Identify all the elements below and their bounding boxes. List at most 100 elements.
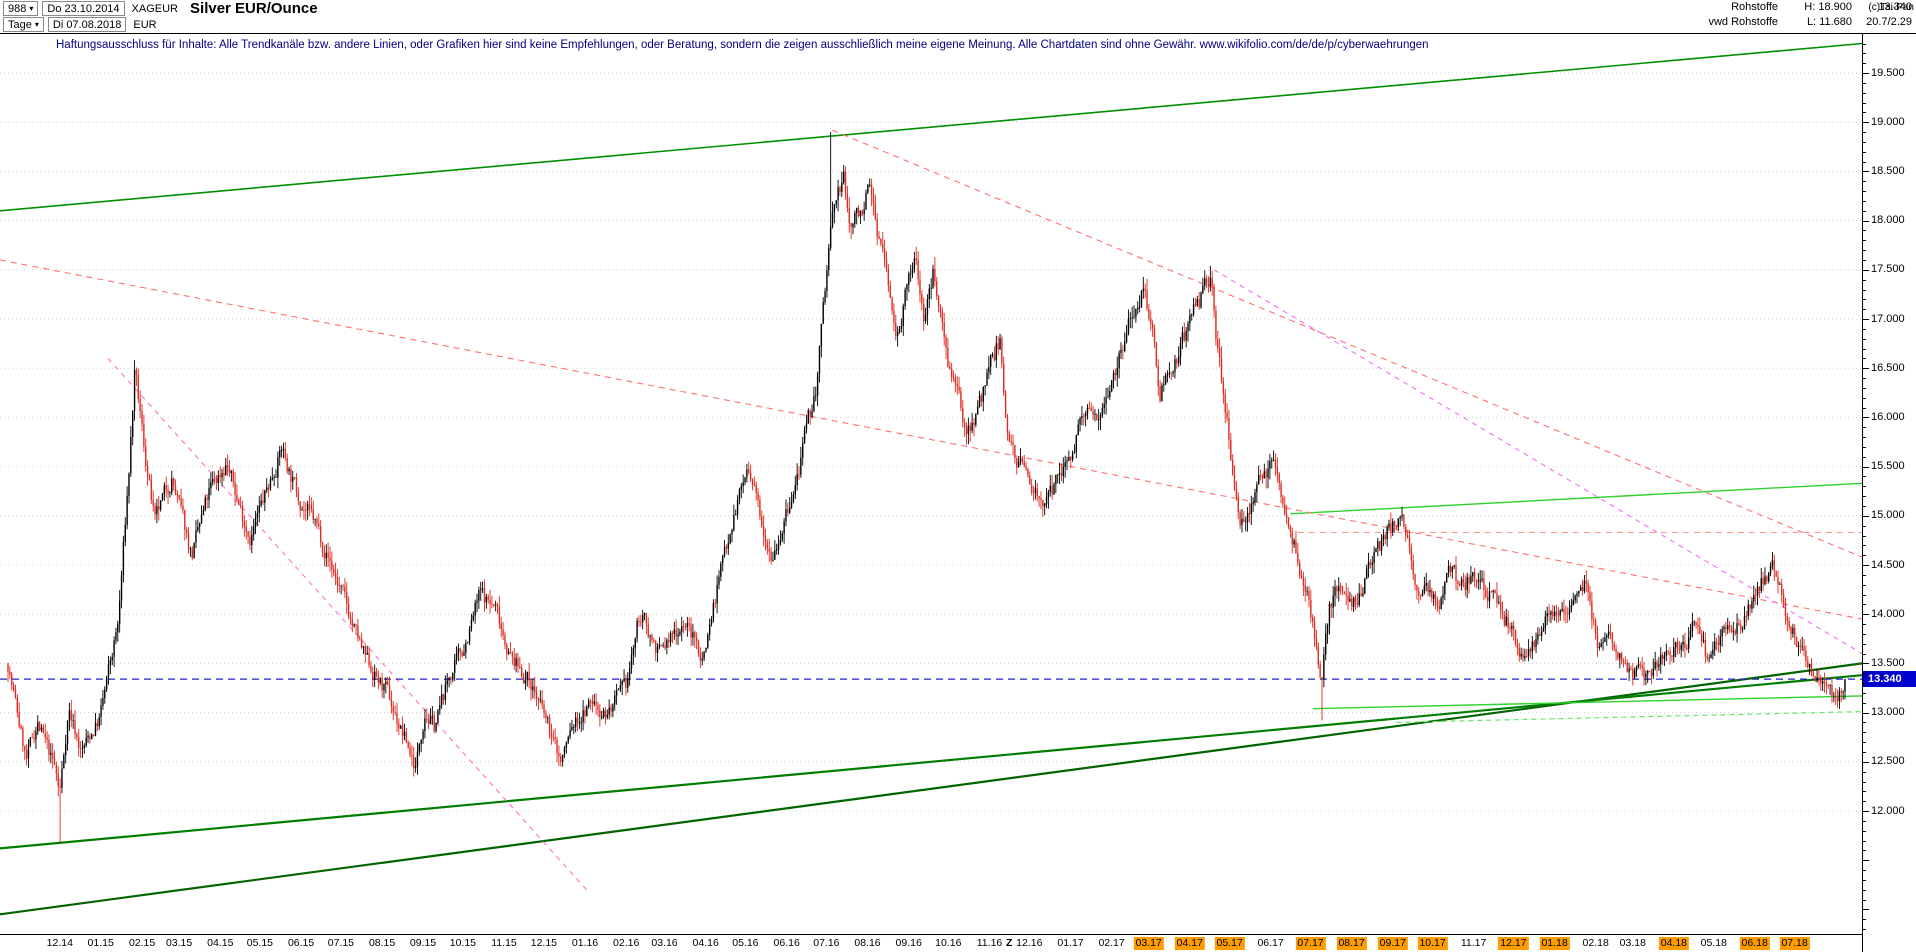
price-axis-label: 14.500 <box>1871 558 1905 571</box>
price-tick <box>1863 515 1869 517</box>
time-axis-label: 06.18 <box>1739 937 1770 950</box>
trendline-lower-support-dark-b[interactable] <box>0 674 1862 850</box>
price-tick <box>1863 378 1866 379</box>
price-tick <box>1863 899 1866 901</box>
time-axis-label: 07.18 <box>1779 937 1810 950</box>
time-axis-label: 05.17 <box>1214 937 1245 950</box>
price-tick <box>1863 692 1866 694</box>
price-tick <box>1863 594 1866 596</box>
price-axis-label: 15.500 <box>1871 460 1905 473</box>
price-tick <box>1863 466 1869 468</box>
candle-bodies-up <box>27 171 1846 788</box>
time-axis-label: 07.17 <box>1295 937 1326 950</box>
price-tick <box>1863 604 1866 606</box>
time-axis-label: Z <box>1002 937 1016 950</box>
trendline-downtrend-2015-magenta[interactable] <box>107 358 587 891</box>
price-tick <box>1863 761 1869 763</box>
price-tick <box>1863 358 1866 360</box>
price-tick <box>1863 702 1866 704</box>
time-axis-label: 06.15 <box>287 937 315 949</box>
trendline-support-green-dashed[interactable] <box>1396 711 1863 723</box>
trendline-lower-support-dark-a[interactable] <box>0 662 1862 916</box>
price-tick <box>1863 496 1866 498</box>
price-axis-label: 16.500 <box>1871 361 1905 374</box>
time-axis-label: 12.14 <box>46 937 73 949</box>
price-tick <box>1863 663 1869 665</box>
time-axis-label: 05.15 <box>246 937 274 949</box>
price-tick <box>1863 240 1866 242</box>
price-tick <box>1863 112 1866 114</box>
time-axis-label: 04.16 <box>692 937 719 949</box>
trendline-support-green-right[interactable] <box>1312 695 1862 710</box>
time-axis-label: 02.15 <box>128 937 156 949</box>
bars-count-dropdown[interactable]: 988 ▾ <box>3 1 39 16</box>
time-axis-label: 12.15 <box>530 937 558 949</box>
price-tick <box>1863 387 1866 389</box>
time-axis-label: 04.17 <box>1174 937 1205 950</box>
trendline-downtrend-major-red[interactable] <box>0 259 1862 620</box>
time-axis-label: 09.15 <box>409 937 437 949</box>
price-tick <box>1863 446 1866 448</box>
time-axis-label: 05.16 <box>732 937 759 949</box>
high-value-label: H: 18.900 <box>1804 1 1852 13</box>
price-tick <box>1863 250 1866 252</box>
time-axis-label: 01.15 <box>87 937 114 949</box>
time-axis-label: 08.17 <box>1336 937 1367 950</box>
time-axis-label: 04.18 <box>1658 937 1690 950</box>
period-dropdown[interactable]: Tage ▾ <box>3 17 44 32</box>
price-axis-label: 14.000 <box>1871 607 1905 620</box>
price-tick <box>1863 368 1869 370</box>
last-date-field[interactable]: Di 07.08.2018 <box>47 17 127 32</box>
price-axis-label: 18.500 <box>1871 164 1905 177</box>
price-tick <box>1863 260 1866 261</box>
low-value-label: L: 11.680 <box>1806 16 1852 28</box>
price-tick <box>1863 830 1866 832</box>
price-tick <box>1863 555 1866 557</box>
time-axis-label: 07.15 <box>327 937 355 949</box>
price-tick <box>1863 132 1866 133</box>
trendline-downtrend-2016-red[interactable] <box>832 129 1862 558</box>
price-axis-label: 17.500 <box>1871 263 1905 276</box>
time-axis-label: 04.15 <box>207 937 234 949</box>
price-tick <box>1863 279 1866 281</box>
price-axis-label: 18.000 <box>1871 214 1905 227</box>
candle-wicks-down <box>7 166 1842 843</box>
time-axis-label: 03.16 <box>651 937 678 949</box>
price-tick <box>1863 299 1866 301</box>
chevron-down-icon: ▾ <box>34 19 39 29</box>
price-tick <box>1863 506 1866 507</box>
price-axis-label: 19.500 <box>1871 66 1905 79</box>
price-tick <box>1863 722 1866 724</box>
price-tick <box>1863 427 1866 429</box>
time-axis-label: 03.18 <box>1619 937 1646 949</box>
price-axis-label: 13.500 <box>1871 656 1905 669</box>
price-tick <box>1863 397 1866 399</box>
trendline-resistance-green-right[interactable] <box>1290 482 1862 515</box>
price-tick <box>1863 801 1866 803</box>
price-tick <box>1863 919 1866 921</box>
price-axis[interactable]: (c)Tai-Pan 13.340 19.500 19.000 18.500 18.0… <box>1862 2 1916 952</box>
last-price-label: 13.340 <box>1878 1 1912 13</box>
time-axis[interactable]: 12.14 01.15 02.15 03.15 04.15 05.15 06.15 07.15… <box>0 934 1862 952</box>
symbol-label: XAGEUR <box>131 2 179 15</box>
price-tick <box>1863 151 1866 153</box>
time-axis-label: 01.17 <box>1057 937 1084 949</box>
first-date-field[interactable]: Do 23.10.2014 <box>42 1 125 16</box>
chart-plot-area[interactable]: Haftungsausschluss für Inhalte: Alle Tre… <box>0 34 1862 934</box>
time-axis-label: 10.16 <box>935 937 962 949</box>
price-tick <box>1863 102 1866 104</box>
category-label: Rohstoffe <box>1731 1 1778 13</box>
price-axis-label: 16.000 <box>1871 410 1905 423</box>
price-tick <box>1863 92 1866 94</box>
price-tick <box>1863 584 1866 586</box>
price-tick <box>1863 210 1866 212</box>
price-tick <box>1863 319 1869 320</box>
time-axis-label: 08.16 <box>854 937 881 949</box>
candlestick-chart[interactable] <box>0 34 1862 934</box>
trendline-upper-channel-green[interactable] <box>0 42 1862 212</box>
extra-info-label: 20.7/2.29 <box>1866 16 1912 28</box>
price-tick <box>1863 614 1869 616</box>
price-tick <box>1863 338 1866 340</box>
time-axis-label: 11.16 <box>976 937 1003 949</box>
